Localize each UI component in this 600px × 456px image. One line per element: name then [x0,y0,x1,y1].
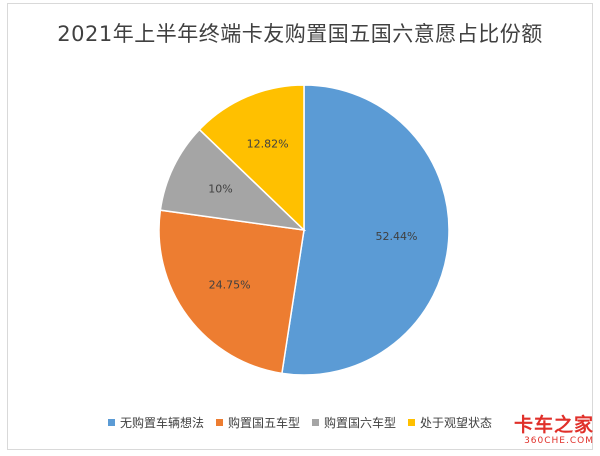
chart-legend: 无购置车辆想法 购置国五车型 购置国六车型 处于观望状态 [0,414,600,431]
pie-data-label-2: 24.75% [209,278,251,291]
watermark-text: 卡车之家 [513,414,594,436]
pie-data-label-3: 10% [208,183,232,196]
legend-item-2: 购置国五车型 [215,414,300,431]
legend-item-1: 无购置车辆想法 [107,414,204,431]
pie-slice-3 [159,128,307,232]
legend-label: 购置国六车型 [324,416,397,430]
site-watermark: 卡车之家 360CHE.COM [514,416,594,446]
legend-label: 无购置车辆想法 [119,416,204,430]
pie-slice-1 [281,84,450,376]
legend-swatch [312,419,319,426]
legend-item-4: 处于观望状态 [408,414,492,431]
legend-label: 处于观望状态 [420,416,493,430]
pie-data-label-1: 52.44% [376,230,418,243]
legend-swatch [107,419,115,426]
pie-data-labels: 52.44% 24.75% 10% 12.82% [208,138,417,292]
pie-slice-4 [198,84,305,232]
legend-swatch [215,419,223,426]
pie-data-label-4: 12.82% [247,138,289,151]
legend-label: 购置国五车型 [227,416,300,430]
watermark-subtext: 360CHE.COM [524,436,594,446]
chart-title: 2021年上半年终端卡友购置国五国六意愿占比份额 [57,22,543,46]
pie-slice-2 [158,209,305,375]
pie-slices [158,84,450,376]
legend-swatch [408,419,416,426]
legend-item-3: 购置国六车型 [312,414,396,431]
